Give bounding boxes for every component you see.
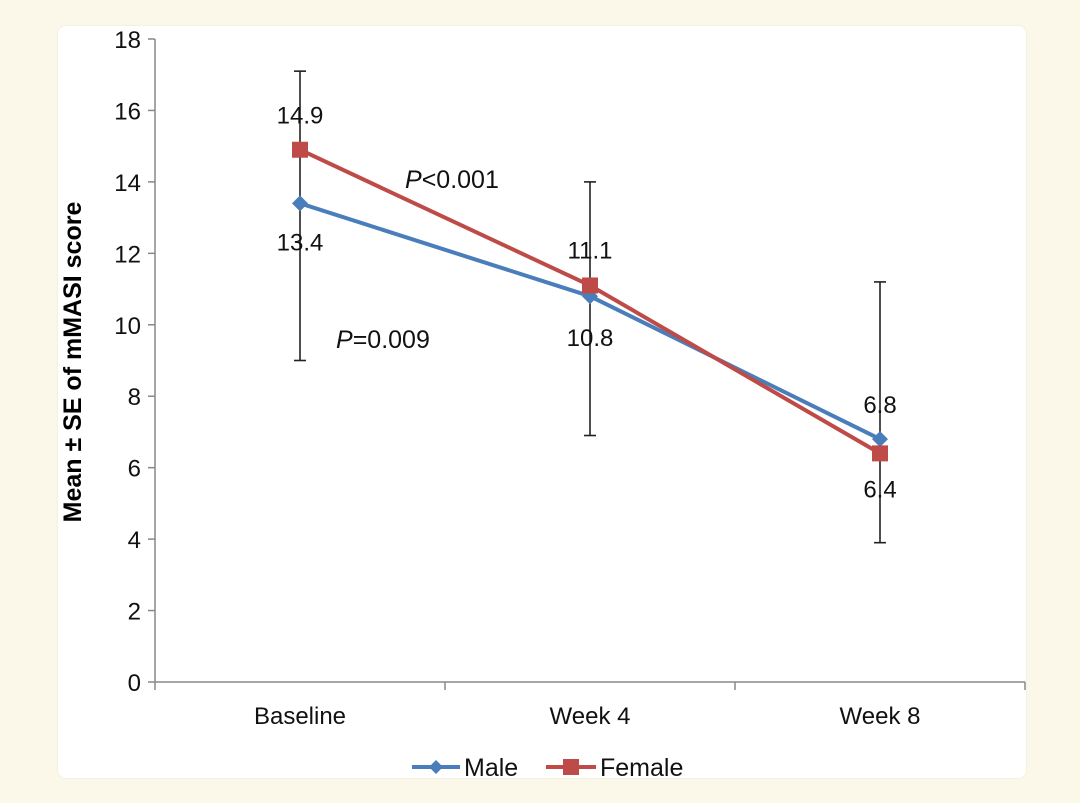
annotation-p-009: P=0.009 bbox=[336, 326, 430, 354]
annotation-p-001-text: <0.001 bbox=[422, 166, 499, 194]
x-tick-label: Week 8 bbox=[840, 703, 921, 730]
x-tick-label: Week 4 bbox=[550, 703, 631, 730]
data-label-male: 6.8 bbox=[863, 392, 896, 419]
y-tick-label: 12 bbox=[114, 241, 141, 268]
data-labels: 13.4 10.8 6.8 14.9 11.1 6.4 bbox=[277, 103, 897, 504]
annotation-p-001: P<0.001 bbox=[405, 166, 499, 194]
data-label-female: 14.9 bbox=[277, 103, 324, 130]
y-axis-label: Mean ± SE of mMASI score bbox=[59, 202, 87, 523]
y-tick-label: 10 bbox=[114, 313, 141, 340]
annotation-p-009-text: =0.009 bbox=[353, 326, 430, 354]
y-tick-label: 6 bbox=[128, 456, 141, 483]
x-tick-label: Baseline bbox=[254, 703, 346, 730]
series-markers bbox=[292, 141, 888, 462]
legend-female-marker bbox=[563, 759, 579, 775]
y-tick-label: 18 bbox=[114, 27, 141, 54]
y-tick-label: 2 bbox=[128, 599, 141, 626]
legend-male-label: Male bbox=[464, 754, 518, 782]
y-ticks: 0 2 4 6 8 10 12 14 16 18 bbox=[114, 27, 155, 697]
y-tick-label: 14 bbox=[114, 170, 141, 197]
data-label-female: 6.4 bbox=[863, 476, 896, 503]
y-tick-label: 8 bbox=[128, 384, 141, 411]
point-male bbox=[872, 431, 888, 448]
point-female bbox=[582, 277, 598, 294]
y-tick-label: 4 bbox=[128, 527, 141, 554]
point-male bbox=[292, 195, 308, 212]
y-tick-label: 16 bbox=[114, 98, 141, 125]
axes bbox=[154, 39, 1025, 683]
error-bars bbox=[294, 70, 886, 544]
chart-card bbox=[58, 26, 1026, 778]
legend: Male Female bbox=[412, 754, 683, 782]
data-label-female: 11.1 bbox=[568, 237, 613, 264]
annotation-p-001-italic: P bbox=[405, 166, 422, 194]
data-label-male: 10.8 bbox=[567, 325, 614, 352]
annotation-p-009-italic: P bbox=[336, 326, 353, 354]
legend-item-female: Female bbox=[546, 754, 683, 782]
legend-item-male: Male bbox=[412, 754, 518, 782]
data-label-male: 13.4 bbox=[277, 229, 324, 256]
x-ticks: Baseline Week 4 Week 8 bbox=[154, 682, 1026, 730]
point-female bbox=[292, 141, 308, 158]
legend-male-marker bbox=[429, 760, 443, 774]
y-tick-label: 0 bbox=[128, 670, 141, 697]
point-female bbox=[872, 445, 888, 462]
legend-female-label: Female bbox=[600, 754, 683, 782]
